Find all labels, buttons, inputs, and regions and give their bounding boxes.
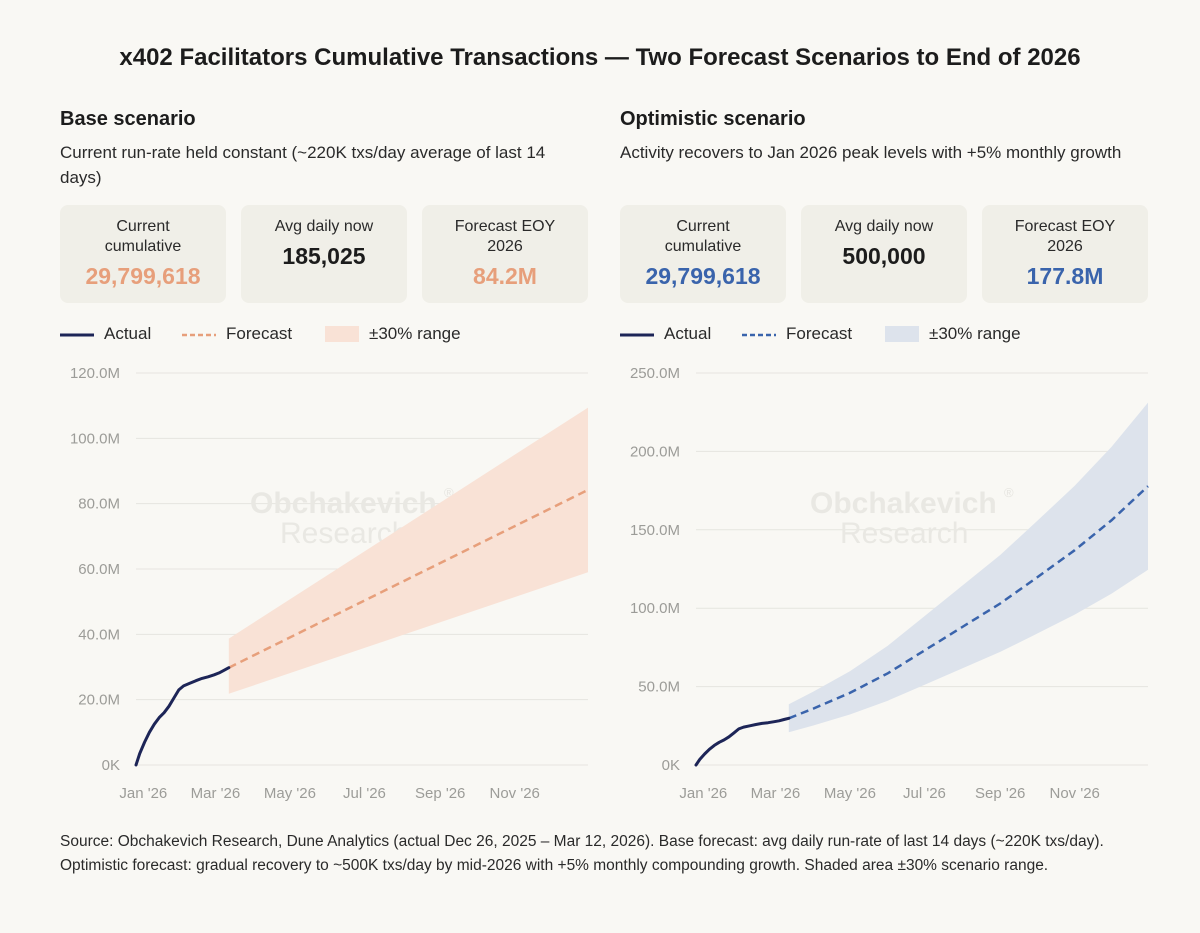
y-tick-label: 40.0M <box>78 626 120 643</box>
stat-value: 84.2M <box>473 263 537 289</box>
legend-forecast-swatch <box>742 333 776 337</box>
x-tick-label: Jul '26 <box>343 785 386 802</box>
legend-label: Actual <box>664 324 712 343</box>
x-tick-label: May '26 <box>824 785 876 802</box>
y-tick-label: 120.0M <box>70 365 120 382</box>
stat-label: Avg daily now <box>834 218 934 235</box>
y-tick-label: 80.0M <box>78 496 120 513</box>
legend-label: ±30% range <box>929 324 1021 343</box>
stat-value: 177.8M <box>1026 263 1104 289</box>
y-tick-label: 100.0M <box>630 600 680 617</box>
forecast-line <box>788 485 1149 720</box>
y-tick-label: 150.0M <box>630 522 680 539</box>
legend-actual: Actual <box>620 322 730 346</box>
stat-label: Forecast EOY 2026 <box>1014 218 1116 255</box>
actual-line <box>694 716 791 767</box>
legend-label: Actual <box>104 324 152 343</box>
range-band <box>228 407 589 694</box>
stat-card-current-cumulative: Current cumulative 29,799,618 <box>60 205 226 303</box>
y-tick-label: 200.0M <box>630 443 680 460</box>
panel-subtitle: Current run-rate held constant (~220K tx… <box>60 143 546 187</box>
legend-label: ±30% range <box>369 324 461 343</box>
chart-legend: Actual Forecast ±30% range <box>60 322 588 346</box>
stat-card-forecast-eoy: Forecast EOY 2026 84.2M <box>422 205 588 303</box>
x-tick-label: Jan '26 <box>119 785 167 802</box>
base-scenario-plot: 0K 20.0M 40.0M 60.0M 80.0M 100.0M 120.0M Jan '2… <box>70 365 589 802</box>
legend-actual-swatch <box>620 333 654 337</box>
watermark-text: Research <box>840 517 968 550</box>
legend-range: ±30% range <box>885 322 1065 346</box>
legend-label: Forecast <box>786 324 853 343</box>
watermark-text: Obchakevich <box>250 487 437 520</box>
x-tick-label: Nov '26 <box>490 785 540 802</box>
watermark-registered-mark: ® <box>444 485 454 500</box>
legend-range-swatch <box>885 326 919 342</box>
forecast-line <box>228 488 589 669</box>
y-tick-label: 20.0M <box>78 692 120 709</box>
watermark-text: Obchakevich <box>810 487 997 520</box>
stat-value: 500,000 <box>842 243 926 269</box>
stat-card-avg-daily: Avg daily now 185,025 <box>241 205 407 303</box>
legend-forecast-swatch <box>182 333 216 337</box>
x-tick-label: Sep '26 <box>975 785 1025 802</box>
legend-forecast: Forecast <box>742 322 882 346</box>
y-tick-label: 0K <box>102 757 120 774</box>
stat-card-avg-daily: Avg daily now 500,000 <box>801 205 967 303</box>
stat-label: Avg daily now <box>274 218 374 235</box>
x-tick-label: May '26 <box>264 785 316 802</box>
stat-cards: Current cumulative 29,799,618 Avg daily … <box>620 205 1148 303</box>
base-scenario-panel: Base scenario Current run-rate held cons… <box>60 100 589 802</box>
chart-title: x402 Facilitators Cumulative Transaction… <box>119 44 1081 71</box>
x-tick-label: Mar '26 <box>751 785 801 802</box>
x-tick-label: Nov '26 <box>1050 785 1100 802</box>
stat-label: Current cumulative <box>104 218 182 255</box>
stat-label: Current cumulative <box>664 218 742 255</box>
y-tick-label: 100.0M <box>70 430 120 447</box>
legend-range: ±30% range <box>325 322 505 346</box>
optimistic-scenario-plot: 0K 50.0M 100.0M 150.0M 200.0M 250.0M Jan '26 Ma… <box>630 365 1149 802</box>
panel-title: Base scenario <box>60 108 196 130</box>
legend-actual-swatch <box>60 333 94 337</box>
actual-line <box>134 666 231 767</box>
range-band <box>788 402 1148 733</box>
source-footnote: Source: Obchakevich Research, Dune Analy… <box>60 833 1104 874</box>
optimistic-scenario-panel: Optimistic scenario Activity recovers to… <box>620 100 1149 802</box>
stat-card-forecast-eoy: Forecast EOY 2026 177.8M <box>982 205 1148 303</box>
y-tick-label: 0K <box>662 757 680 774</box>
stat-label: Forecast EOY 2026 <box>454 218 556 255</box>
legend-range-swatch <box>325 326 359 342</box>
legend-actual: Actual <box>60 322 170 346</box>
watermark-registered-mark: ® <box>1004 485 1014 500</box>
y-tick-label: 60.0M <box>78 561 120 578</box>
y-tick-label: 250.0M <box>630 365 680 382</box>
stat-value: 185,025 <box>282 243 366 269</box>
stat-value: 29,799,618 <box>85 263 201 289</box>
stat-card-current-cumulative: Current cumulative 29,799,618 <box>620 205 786 303</box>
panel-title: Optimistic scenario <box>620 108 806 130</box>
y-tick-label: 50.0M <box>638 679 680 696</box>
x-tick-label: Sep '26 <box>415 785 465 802</box>
legend-forecast: Forecast <box>182 322 322 346</box>
x-tick-label: Mar '26 <box>191 785 241 802</box>
stat-value: 29,799,618 <box>645 263 761 289</box>
x-tick-label: Jul '26 <box>903 785 946 802</box>
chart-legend: Actual Forecast ±30% range <box>620 322 1148 346</box>
x-tick-label: Jan '26 <box>679 785 727 802</box>
stat-cards: Current cumulative 29,799,618 Avg daily … <box>60 205 588 303</box>
legend-label: Forecast <box>226 324 293 343</box>
panel-subtitle: Activity recovers to Jan 2026 peak level… <box>620 143 1122 162</box>
